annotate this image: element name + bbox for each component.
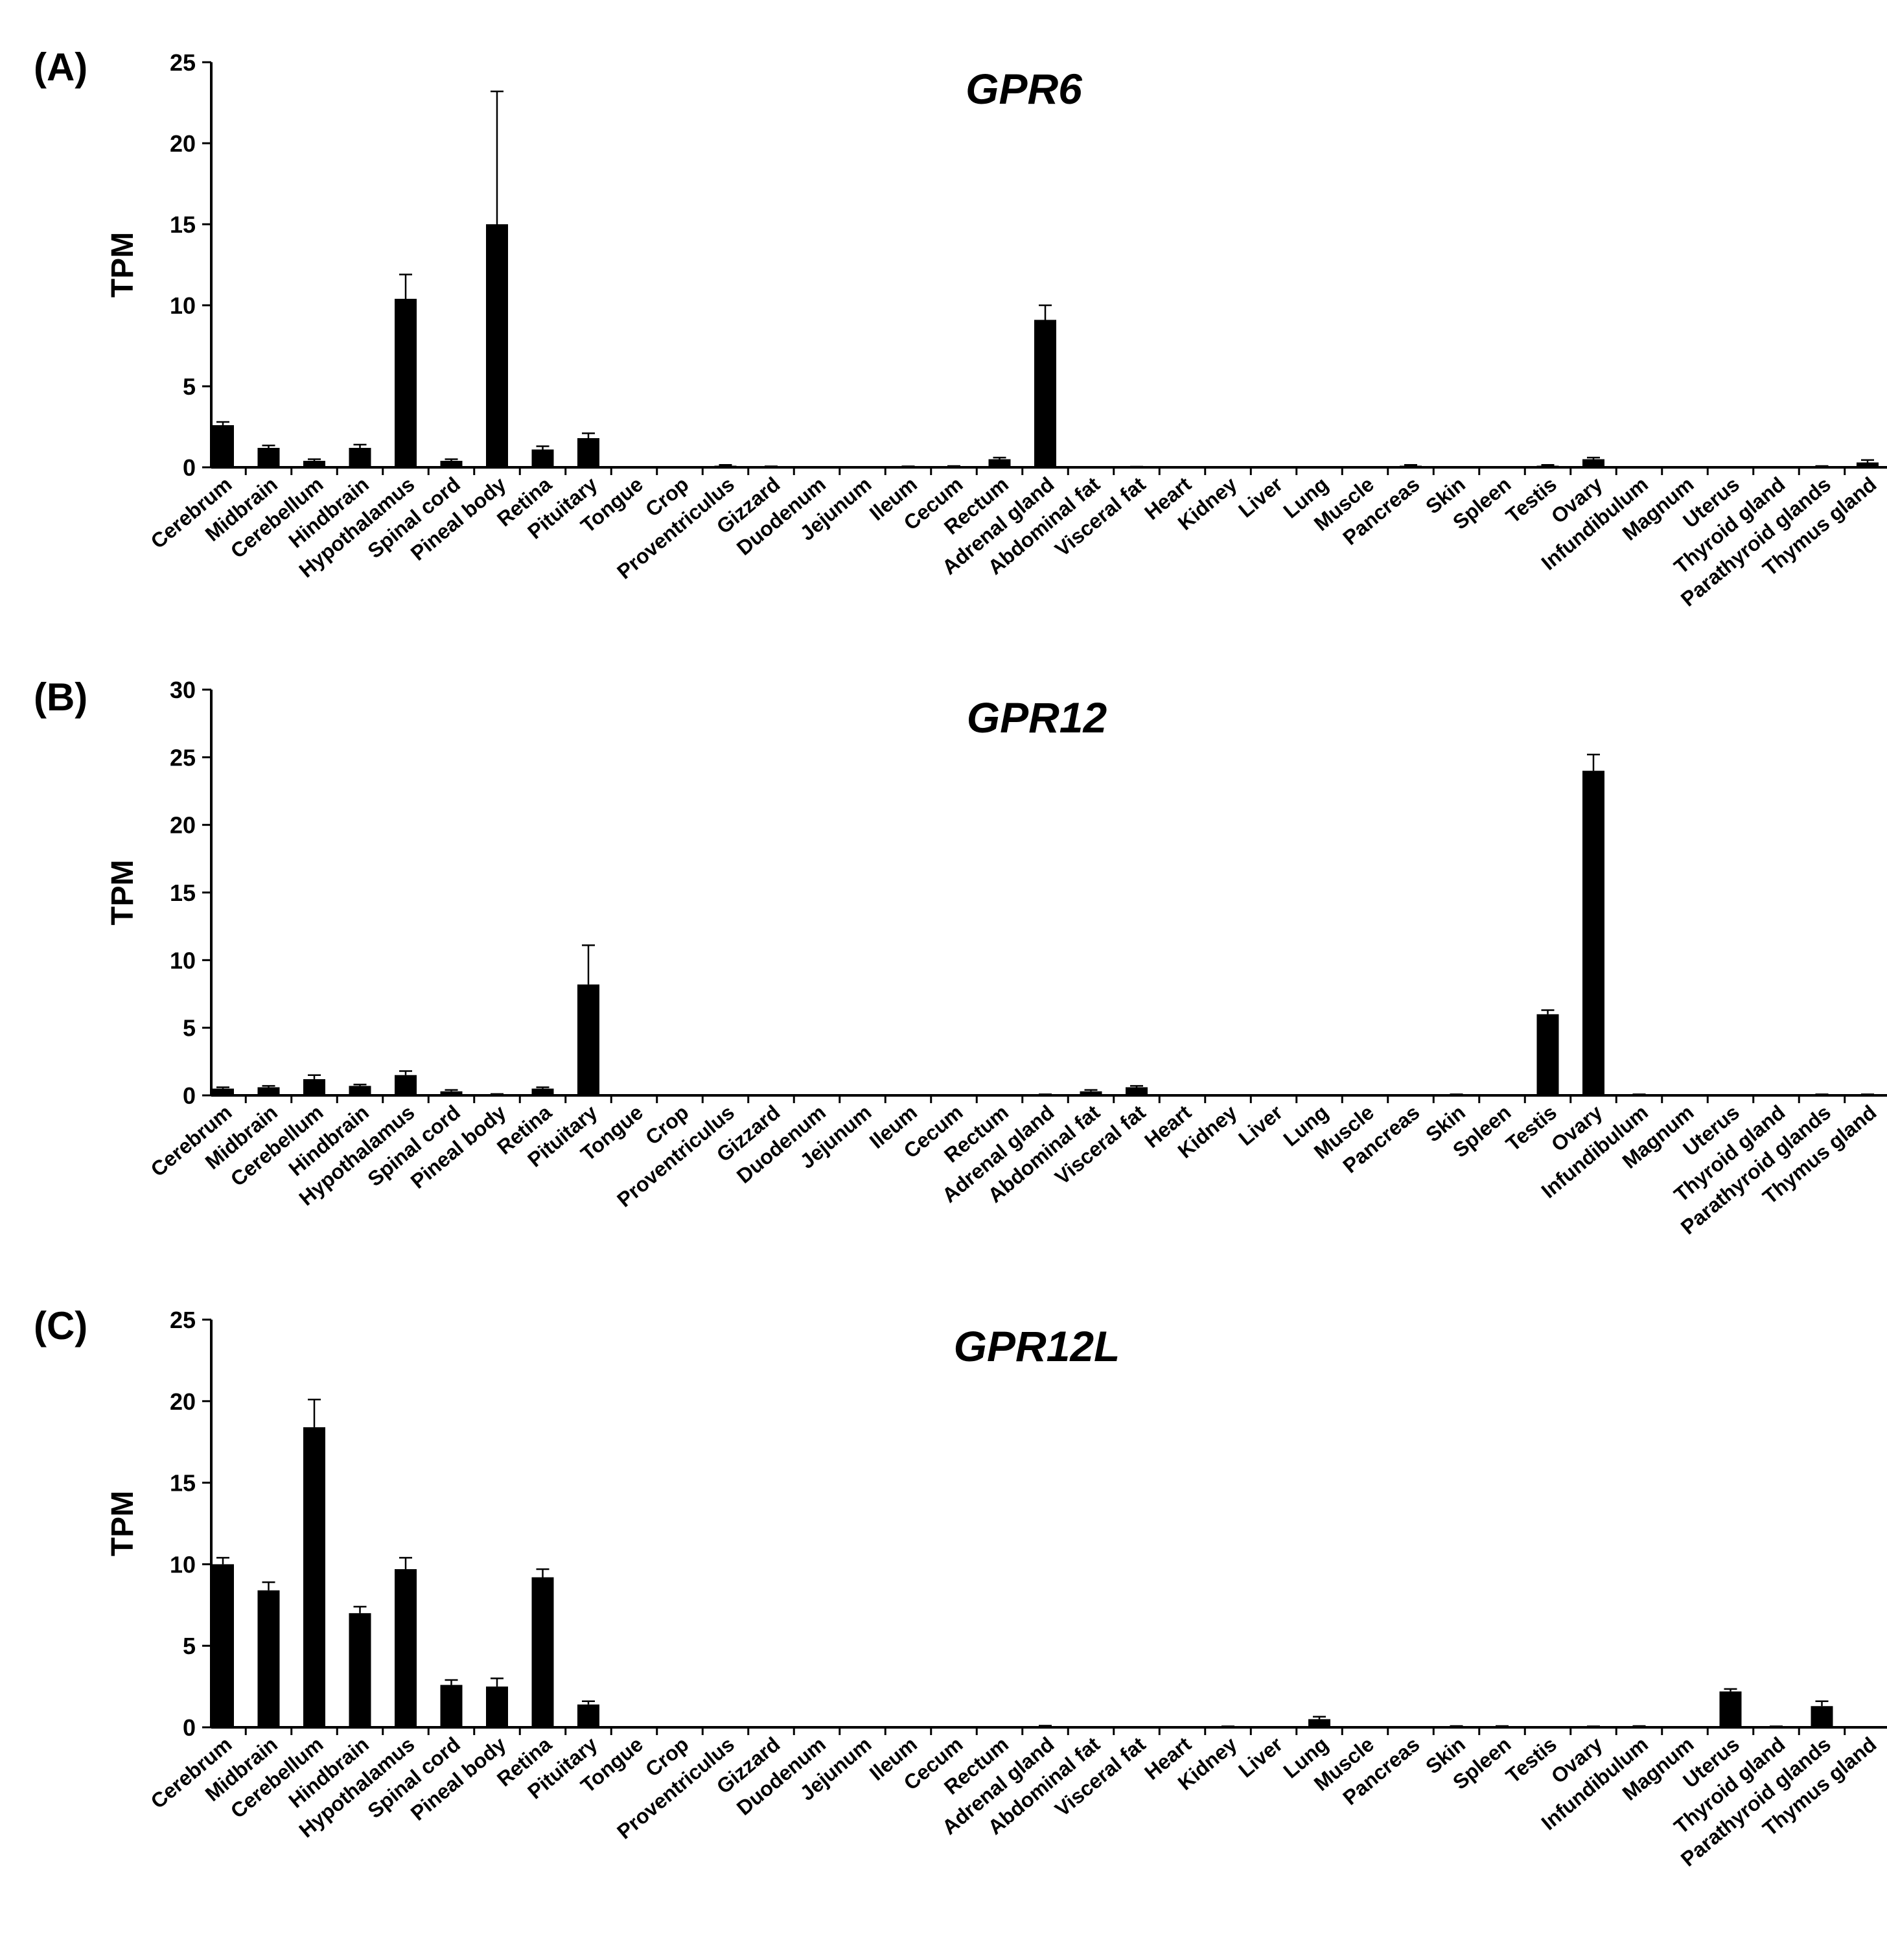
- y-tick-label: 5: [183, 373, 196, 400]
- bar-spinal-cord: [440, 1091, 463, 1095]
- panel-b: (B) GPR12TPM051015202530CerebrumMidbrainC…: [34, 675, 1887, 1239]
- chart-title: GPR12L: [954, 1322, 1120, 1370]
- bar-hypothalamus: [395, 1075, 417, 1095]
- bar-pineal-body: [486, 224, 508, 467]
- y-tick-label: 0: [183, 454, 196, 481]
- y-tick-label: 20: [170, 812, 196, 839]
- panel-label: (A): [34, 45, 87, 89]
- chart-title: GPR12: [967, 694, 1107, 741]
- bar-pituitary: [577, 1704, 599, 1727]
- y-tick-label: 10: [170, 1551, 196, 1578]
- y-tick-label: 0: [183, 1714, 196, 1741]
- bar-thymus-gland: [1857, 462, 1879, 467]
- panel-a: (A) GPR6TPM0510152025CerebrumMidbrainCere…: [34, 45, 1887, 611]
- y-tick-label: 25: [170, 1307, 196, 1333]
- bar-testis: [1536, 1014, 1559, 1095]
- bar-cerebrum: [212, 1088, 234, 1095]
- y-tick-label: 20: [170, 130, 196, 157]
- category-label: Testis: [1501, 1101, 1561, 1156]
- bar-ovary: [1582, 771, 1604, 1095]
- category-label: Testis: [1501, 1732, 1561, 1788]
- y-tick-label: 10: [170, 947, 196, 974]
- bar-hindbrain: [349, 1086, 371, 1095]
- bar-hindbrain: [349, 448, 371, 467]
- category-label: Testis: [1501, 472, 1561, 528]
- bar-hypothalamus: [395, 299, 417, 467]
- bar-lung: [1308, 1719, 1330, 1727]
- category-label: Liver: [1234, 472, 1287, 522]
- y-tick-label: 20: [170, 1388, 196, 1415]
- bar-cerebellum: [303, 1427, 325, 1727]
- bar-retina: [531, 1088, 554, 1095]
- y-tick-label: 25: [170, 744, 196, 771]
- bar-parathyroid-glands: [1811, 1706, 1833, 1727]
- y-tick-label: 10: [170, 292, 196, 319]
- y-tick-label: 25: [170, 49, 196, 76]
- bar-proventriculus: [714, 465, 737, 467]
- bar-adrenal-gland: [1034, 320, 1056, 467]
- bar-midbrain: [257, 1590, 280, 1727]
- y-axis-label: TPM: [106, 1491, 140, 1556]
- y-tick-label: 5: [183, 1633, 196, 1659]
- bar-cerebrum: [212, 425, 234, 467]
- bar-spinal-cord: [440, 461, 463, 467]
- panel-c: (C) GPR12LTPM0510152025CerebrumMidbrainCe…: [34, 1304, 1887, 1871]
- bar-pituitary: [577, 438, 599, 467]
- bar-uterus: [1719, 1691, 1742, 1727]
- category-label: Liver: [1234, 1732, 1287, 1782]
- y-axis-label: TPM: [106, 232, 140, 298]
- bar-retina: [531, 449, 554, 467]
- y-tick-label: 5: [183, 1015, 196, 1042]
- bar-pituitary: [577, 984, 599, 1095]
- bar-cerebellum: [303, 461, 325, 467]
- y-tick-label: 30: [170, 677, 196, 703]
- bar-cerebrum: [212, 1564, 234, 1727]
- bar-visceral-fat: [1126, 1087, 1148, 1095]
- bar-testis: [1536, 465, 1559, 467]
- bar-pancreas: [1400, 465, 1422, 467]
- bar-spinal-cord: [440, 1685, 463, 1727]
- y-axis-label: TPM: [106, 859, 140, 925]
- bar-hindbrain: [349, 1613, 371, 1727]
- bar-ovary: [1582, 459, 1604, 467]
- y-tick-label: 0: [183, 1082, 196, 1109]
- bar-rectum: [988, 459, 1011, 467]
- y-tick-label: 15: [170, 211, 196, 238]
- bar-cerebellum: [303, 1079, 325, 1095]
- bar-abdominal-fat: [1080, 1091, 1102, 1095]
- y-tick-label: 15: [170, 880, 196, 906]
- y-tick-label: 15: [170, 1470, 196, 1497]
- category-label: Liver: [1234, 1101, 1287, 1150]
- bar-retina: [531, 1577, 554, 1727]
- bar-hypothalamus: [395, 1569, 417, 1727]
- panel-label: (B): [34, 675, 87, 719]
- chart-title: GPR6: [966, 65, 1083, 113]
- bar-midbrain: [257, 1087, 280, 1095]
- bar-pineal-body: [486, 1686, 508, 1727]
- panel-label: (C): [34, 1304, 87, 1348]
- bar-midbrain: [257, 448, 280, 467]
